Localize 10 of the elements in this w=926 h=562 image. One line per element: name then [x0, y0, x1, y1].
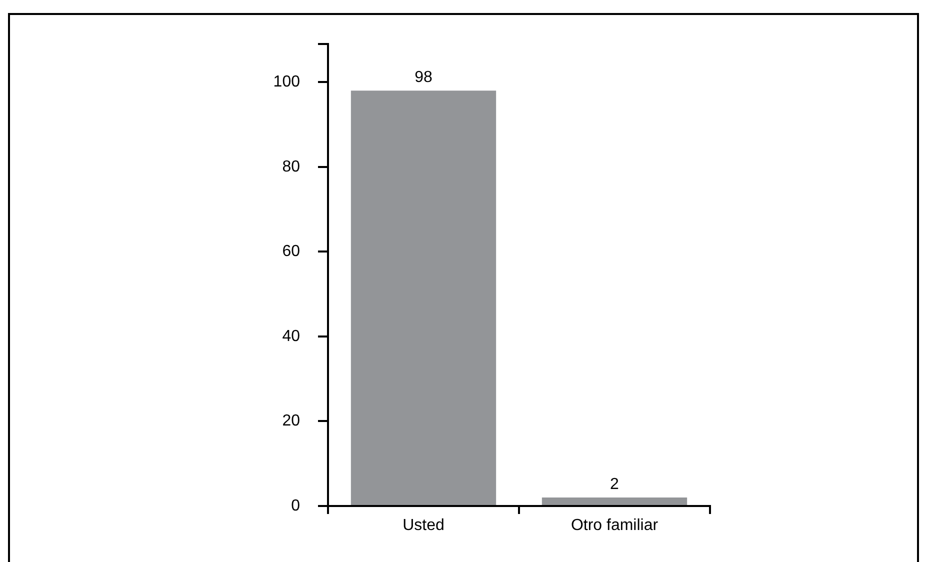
y-tick-label: 60	[282, 243, 300, 260]
y-tick-label: 20	[282, 412, 300, 430]
y-tick-label: 80	[282, 158, 300, 176]
y-tick-label: 100	[273, 74, 300, 91]
y-tick-label: 0	[291, 497, 300, 514]
x-tick-label: Otro familiar	[570, 517, 659, 534]
data-label: 98	[414, 69, 432, 86]
x-tick-label: Usted	[402, 517, 444, 534]
y-tick-label: 40	[282, 328, 300, 345]
data-label: 2	[610, 476, 620, 493]
